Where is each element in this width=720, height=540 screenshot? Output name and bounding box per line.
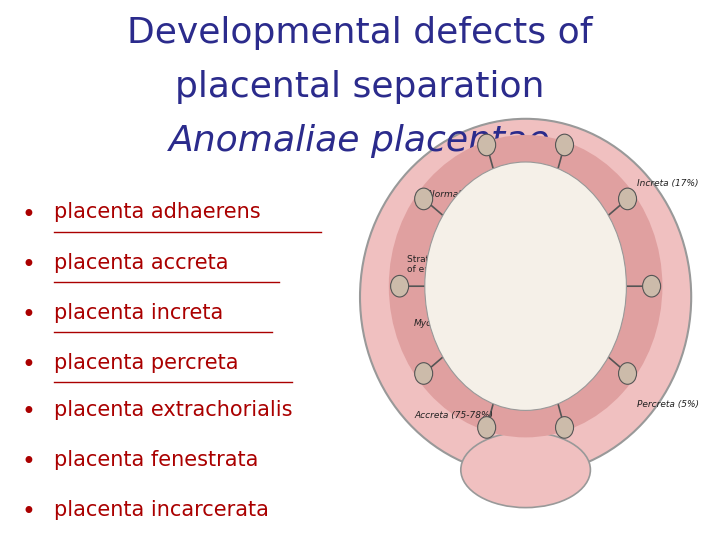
Text: Developmental defects of: Developmental defects of [127,16,593,50]
Text: •: • [22,400,35,423]
Text: placenta incarcerata: placenta incarcerata [54,500,269,520]
Text: Increta (17%): Increta (17%) [637,179,698,188]
Ellipse shape [477,134,495,156]
Text: •: • [22,202,35,226]
Ellipse shape [389,135,662,437]
Text: placenta adhaerens: placenta adhaerens [54,202,261,222]
Text: placenta fenestrata: placenta fenestrata [54,450,258,470]
Text: Myometrium: Myometrium [414,320,471,328]
Ellipse shape [618,363,636,384]
Text: •: • [22,303,35,327]
Ellipse shape [618,188,636,210]
Text: •: • [22,253,35,276]
Ellipse shape [477,417,495,438]
Text: Accreta (75-78%): Accreta (75-78%) [414,411,493,420]
Ellipse shape [425,162,626,410]
Text: Percreta (5%): Percreta (5%) [637,401,699,409]
Text: placenta increta: placenta increta [54,303,223,323]
Ellipse shape [643,275,661,297]
Text: •: • [22,353,35,377]
Text: placental separation: placental separation [175,70,545,104]
Ellipse shape [556,134,574,156]
Ellipse shape [415,363,433,384]
Text: Normal (Decidua): Normal (Decidua) [428,190,508,199]
Text: placenta extrachorialis: placenta extrachorialis [54,400,292,420]
Ellipse shape [415,188,433,210]
Text: •: • [22,500,35,524]
Ellipse shape [556,417,574,438]
Text: placenta accreta: placenta accreta [54,253,228,273]
Text: •: • [22,450,35,474]
Ellipse shape [360,119,691,475]
Ellipse shape [390,275,409,297]
Ellipse shape [461,432,590,508]
Text: placenta percreta: placenta percreta [54,353,238,373]
Text: Stratum basalis
of endometrium: Stratum basalis of endometrium [407,255,480,274]
Text: Anomaliae placentae: Anomaliae placentae [169,124,551,158]
